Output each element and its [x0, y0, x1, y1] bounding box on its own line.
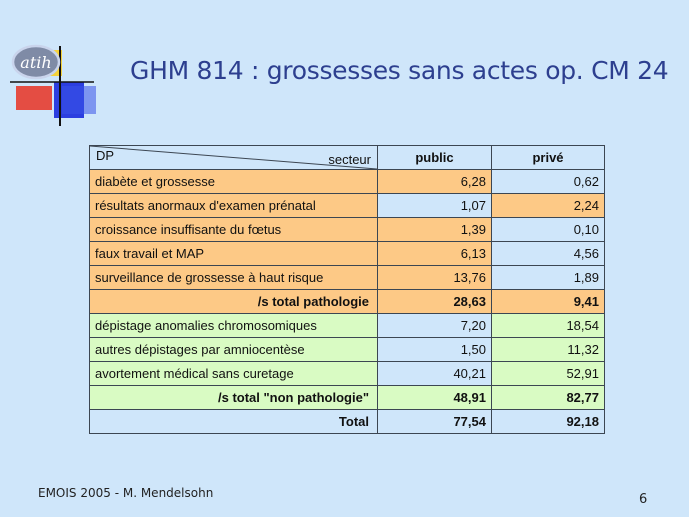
row-prive-value: 18,54 [491, 313, 605, 338]
table-row: résultats anormaux d'examen prénatal 1,07… [89, 193, 605, 218]
row-prive-value: 0,62 [491, 169, 605, 194]
row-public-value: 1,39 [377, 217, 492, 242]
row-label-cell: Total [89, 409, 378, 434]
row-label-cell: résultats anormaux d'examen prénatal [89, 193, 378, 218]
row-public-value: 7,20 [377, 313, 492, 338]
row-public-value: 1,07 [377, 193, 492, 218]
row-prive-value: 82,77 [491, 385, 605, 410]
table-subtotal-row: Total 77,54 92,18 [89, 409, 605, 434]
row-label-cell: /s total "non pathologie" [89, 385, 378, 410]
row-label-cell: croissance insuffisante du fœtus [89, 217, 378, 242]
row-label-cell: /s total pathologie [89, 289, 378, 314]
row-public-value: 77,54 [377, 409, 492, 434]
row-label-cell: diabète et grossesse [89, 169, 378, 194]
statistics-table: DP secteur public privé diabète et gross… [89, 145, 605, 434]
row-prive-value: 52,91 [491, 361, 605, 386]
header-public: public [377, 145, 492, 170]
header-prive: privé [491, 145, 605, 170]
row-prive-value: 2,24 [491, 193, 605, 218]
row-label-cell: faux travail et MAP [89, 241, 378, 266]
row-prive-value: 4,56 [491, 241, 605, 266]
table-row: faux travail et MAP 6,13 4,56 [89, 241, 605, 266]
row-public-value: 13,76 [377, 265, 492, 290]
table-row: diabète et grossesse 6,28 0,62 [89, 169, 605, 194]
table-row: avortement médical sans curetage 40,21 52,… [89, 361, 605, 386]
atih-logo: atih [10, 44, 96, 126]
row-public-value: 6,28 [377, 169, 492, 194]
table-row: dépistage anomalies chromosomiques 7,20 18… [89, 313, 605, 338]
table-subtotal-row: /s total pathologie 28,63 9,41 [89, 289, 605, 314]
table-row: croissance insuffisante du fœtus 1,39 0,10 [89, 217, 605, 242]
page-number: 6 [639, 492, 648, 507]
footer-author: EMOIS 2005 - M. Mendelsohn [38, 486, 214, 500]
row-public-value: 1,50 [377, 337, 492, 362]
row-prive-value: 1,89 [491, 265, 605, 290]
diagonal-divider [90, 146, 377, 169]
row-prive-value: 92,18 [491, 409, 605, 434]
table-row: autres dépistages par amniocentèse 1,50 11… [89, 337, 605, 362]
header-dp-secteur-cell: DP secteur [89, 145, 378, 170]
row-label-cell: surveillance de grossesse à haut risque [89, 265, 378, 290]
table-row: surveillance de grossesse à haut risque 1… [89, 265, 605, 290]
header-secteur-label: secteur [328, 152, 371, 167]
row-public-value: 6,13 [377, 241, 492, 266]
row-public-value: 28,63 [377, 289, 492, 314]
row-prive-value: 9,41 [491, 289, 605, 314]
row-prive-value: 0,10 [491, 217, 605, 242]
header-dp-label: DP [96, 148, 115, 163]
slide-title: GHM 814 : grossesses sans actes op. CM 2… [130, 56, 669, 85]
row-label-cell: avortement médical sans curetage [89, 361, 378, 386]
row-label-cell: autres dépistages par amniocentèse [89, 337, 378, 362]
row-public-value: 40,21 [377, 361, 492, 386]
row-label-cell: dépistage anomalies chromosomiques [89, 313, 378, 338]
row-public-value: 48,91 [377, 385, 492, 410]
table-subtotal-row: /s total "non pathologie" 48,91 82,77 [89, 385, 605, 410]
table-header-row: DP secteur public privé [89, 145, 605, 170]
logo-text: atih [20, 53, 51, 72]
row-prive-value: 11,32 [491, 337, 605, 362]
